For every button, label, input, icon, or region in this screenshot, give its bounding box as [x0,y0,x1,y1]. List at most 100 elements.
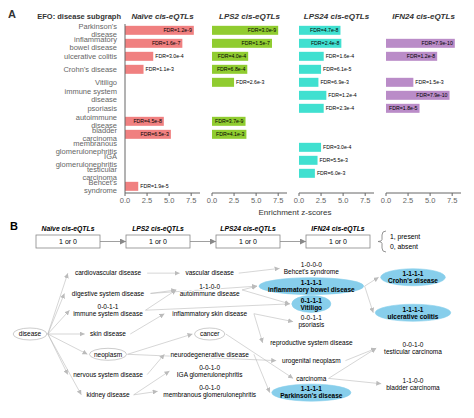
svg-text:0, absent: 0, absent [390,243,418,250]
svg-text:7.5: 7.5 [360,196,370,205]
svg-text:Parkinson's disease: Parkinson's disease [280,392,343,399]
svg-text:disease: disease [19,330,42,337]
svg-text:2.5: 2.5 [142,196,152,205]
svg-text:membranous glomerulonephritis: membranous glomerulonephritis [163,391,257,399]
svg-text:FDR=4.5e-8: FDR=4.5e-8 [133,118,162,124]
svg-text:FDR=6.8e-4: FDR=6.8e-4 [217,66,246,72]
svg-text:skin disease: skin disease [90,330,126,337]
svg-text:5.0: 5.0 [164,196,174,205]
svg-text:LPS2 cis-eQTLs: LPS2 cis-eQTLs [132,225,184,233]
svg-text:FDR=6.0e-3: FDR=6.0e-3 [317,170,346,176]
svg-text:0-1-1-1: 0-1-1-1 [301,297,322,304]
svg-text:5.0: 5.0 [338,196,348,205]
svg-text:vascular disease: vascular disease [185,269,234,276]
svg-text:FDR=2.4e-8: FDR=2.4e-8 [311,40,340,46]
svg-text:carcinoma: carcinoma [296,375,326,382]
svg-text:psoriasis: psoriasis [299,321,325,329]
svg-text:IFN24 cis-eQTLs: IFN24 cis-eQTLs [311,225,364,233]
svg-text:5.0: 5.0 [251,196,261,205]
svg-text:FDR=1.1e-3: FDR=1.1e-3 [146,66,175,72]
svg-text:FDR=2.6e-3: FDR=2.6e-3 [236,79,265,85]
svg-text:FDR=2.3e-4: FDR=2.3e-4 [326,105,355,111]
svg-text:FDR=7.9e-10: FDR=7.9e-10 [422,40,453,46]
svg-text:testicular carcinoma: testicular carcinoma [384,348,442,355]
svg-text:1 or 0: 1 or 0 [329,238,347,245]
svg-text:1 or 0: 1 or 0 [59,238,77,245]
svg-text:cancer: cancer [200,330,220,337]
svg-text:Behcet's syndrome: Behcet's syndrome [284,268,339,276]
svg-text:kidney disease: kidney disease [87,391,130,399]
svg-text:LPS24 cis-eQTLs: LPS24 cis-eQTLs [220,225,276,233]
svg-text:7.5: 7.5 [273,196,283,205]
svg-text:inflammatory skin disease: inflammatory skin disease [172,310,247,318]
svg-text:FDR=1.6e-7: FDR=1.6e-7 [152,40,181,46]
svg-text:FDR=1.5e-7: FDR=1.5e-7 [242,40,271,46]
svg-text:autoimmune disease: autoimmune disease [180,290,240,297]
svg-text:bladder carcinoma: bladder carcinoma [386,384,440,391]
svg-text:digestive system disease: digestive system disease [72,290,145,298]
svg-text:1-0-0-0: 1-0-0-0 [301,261,322,268]
svg-text:inflammatory bowel disease: inflammatory bowel disease [268,286,355,294]
svg-text:FDR=4.7e-8: FDR=4.7e-8 [310,27,339,33]
svg-text:0-0-1-0: 0-0-1-0 [199,364,220,371]
svg-text:FDR=7.9e-10: FDR=7.9e-10 [416,92,447,98]
svg-text:1-1-0-0: 1-1-0-0 [403,377,424,384]
svg-text:FDR=3.7e-9: FDR=3.7e-9 [215,118,244,124]
svg-text:FDR=1.6e-4: FDR=1.6e-4 [326,53,355,59]
svg-text:Naïve cis-eQTLs: Naïve cis-eQTLs [42,225,95,233]
svg-text:1-1-0-0: 1-1-0-0 [199,283,220,290]
svg-text:0.0: 0.0 [381,196,391,205]
svg-text:2.5: 2.5 [403,196,413,205]
svg-text:1-1-1-1: 1-1-1-1 [403,270,424,277]
svg-text:1-1-1-1: 1-1-1-1 [301,385,322,392]
svg-text:FDR=6.1e-5: FDR=6.1e-5 [323,66,352,72]
svg-text:FDR=3.0e-9: FDR=3.0e-9 [248,27,277,33]
svg-text:FDR=1.9e-5: FDR=1.9e-5 [140,183,169,189]
svg-text:2.5: 2.5 [316,196,326,205]
svg-text:Vitiligo: Vitiligo [301,304,323,312]
svg-text:FDR=6.5e-3: FDR=6.5e-3 [140,131,169,137]
svg-text:FDR=1.8e-5: FDR=1.8e-5 [389,105,418,111]
svg-text:1-1-1-1: 1-1-1-1 [403,306,424,313]
svg-text:immune systemdisease: immune systemdisease [64,87,117,104]
svg-text:FDR=1.2e-8: FDR=1.2e-8 [407,53,436,59]
svg-text:ulcerative colitis: ulcerative colitis [388,313,439,320]
svg-text:cardiovascular disease: cardiovascular disease [75,269,142,276]
svg-text:reproductive system disease: reproductive system disease [270,339,353,347]
svg-text:FDR=3.0e-4: FDR=3.0e-4 [155,53,184,59]
svg-text:Vitiligo: Vitiligo [95,78,117,87]
svg-text:neurodegenerative disease: neurodegenerative disease [170,351,249,359]
svg-text:2.5: 2.5 [229,196,239,205]
svg-text:FDR=6.9e-3: FDR=6.9e-3 [320,79,349,85]
svg-text:urogenital neoplasm: urogenital neoplasm [282,357,341,365]
svg-text:FDR=4.1e-3: FDR=4.1e-3 [216,131,245,137]
svg-text:FDR=1.2e-9: FDR=1.2e-9 [163,27,192,33]
svg-text:Crohn's disease: Crohn's disease [63,65,117,74]
svg-text:inflammatorybowel disease: inflammatorybowel disease [69,35,117,52]
svg-text:0-0-1-0: 0-0-1-0 [199,384,220,391]
svg-text:0-0-1-1: 0-0-1-1 [301,314,322,321]
svg-text:IGA glomerulonephritis: IGA glomerulonephritis [177,371,244,379]
svg-text:FDR=5.5e-3: FDR=5.5e-3 [320,157,349,163]
svg-text:Crohn's disease: Crohn's disease [388,277,438,284]
svg-text:1, present: 1, present [390,233,420,241]
svg-text:neoplasm: neoplasm [94,351,122,359]
svg-text:0-0-1-1: 0-0-1-1 [98,303,119,310]
svg-text:0.0: 0.0 [120,196,130,205]
svg-text:1-1-1-1: 1-1-1-1 [301,279,322,286]
svg-text:immune system disease: immune system disease [73,310,143,318]
svg-text:FDR=4.0e-4: FDR=4.0e-4 [218,53,247,59]
svg-text:5.0: 5.0 [425,196,435,205]
svg-text:0-0-1-0: 0-0-1-0 [403,341,424,348]
svg-text:7.5: 7.5 [447,196,457,205]
svg-text:B: B [10,220,18,232]
svg-text:Behcet'ssyndrome: Behcet'ssyndrome [84,178,117,195]
svg-text:0.0: 0.0 [294,196,304,205]
svg-text:7.5: 7.5 [186,196,196,205]
svg-text:psoriasis: psoriasis [87,104,117,113]
svg-text:1 or 0: 1 or 0 [239,238,257,245]
svg-text:nervous system disease: nervous system disease [73,371,143,379]
svg-text:1 or 0: 1 or 0 [149,238,167,245]
svg-text:ulcerative colitis: ulcerative colitis [64,52,117,61]
svg-text:FDR=1.2e-4: FDR=1.2e-4 [328,92,357,98]
